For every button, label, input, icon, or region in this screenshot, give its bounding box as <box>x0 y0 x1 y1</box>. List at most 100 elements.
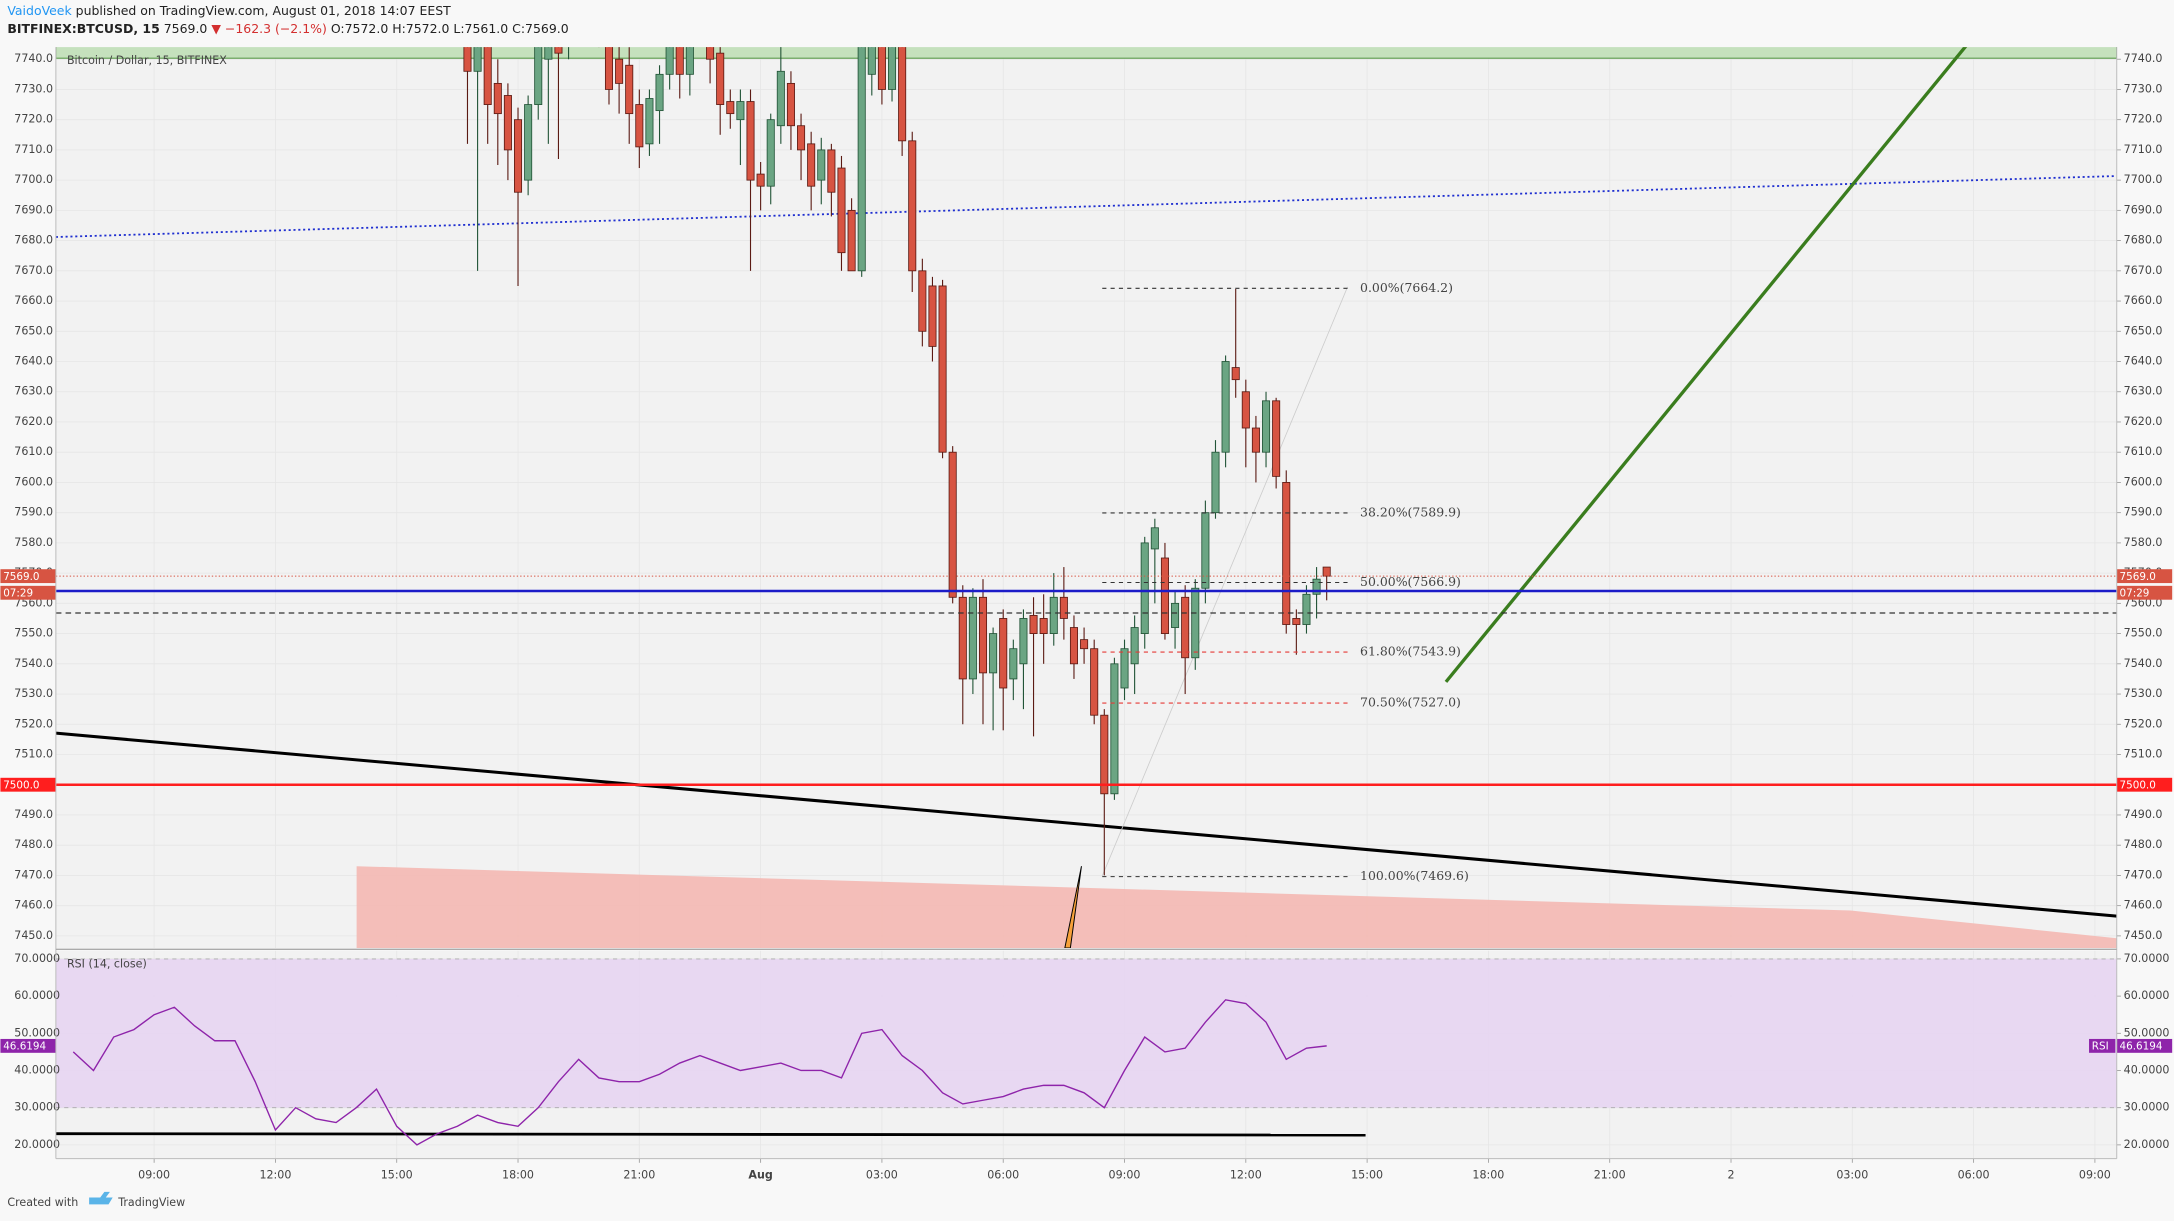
countdown-badge-left-bg <box>0 585 56 600</box>
candle-body <box>716 52 725 105</box>
y-tick-label: 7660.0 <box>2124 294 2163 307</box>
candle-body <box>1312 578 1321 595</box>
last-price-badge: 7569.0 <box>2120 571 2156 583</box>
y-tick-label-left: 70.0000 <box>14 952 60 965</box>
candle-body <box>493 82 502 115</box>
price-pane-title: Bitcoin / Dollar, 15, BITFINEX <box>67 54 227 67</box>
candle-body <box>1110 663 1119 795</box>
y-tick-label-left: 7490.0 <box>14 808 53 821</box>
footer-brand[interactable]: TradingView <box>117 1196 185 1209</box>
candle-body <box>1080 639 1089 650</box>
x-tick-label: 2 <box>1727 1168 1734 1181</box>
footer-created: Created with <box>7 1196 78 1209</box>
drawings <box>55 47 2117 948</box>
y-tick-label-left: 20.0000 <box>14 1138 60 1151</box>
y-tick-label: 7480.0 <box>2124 838 2163 851</box>
candle-body <box>1130 627 1139 665</box>
candle-body <box>746 101 755 181</box>
candle-body <box>817 149 826 181</box>
candle-body <box>1221 361 1230 453</box>
y-tick-label-left: 7610.0 <box>14 445 53 458</box>
candle-body <box>503 95 512 151</box>
y-tick-label: 7510.0 <box>2124 748 2163 761</box>
fib-label: 38.20%(7589.9) <box>1360 504 1461 519</box>
rsi-band <box>55 958 2117 1108</box>
y-tick-label-left: 40.0000 <box>14 1063 60 1076</box>
candle-body <box>877 47 886 90</box>
last-price: 7569.0 <box>164 21 208 36</box>
rsi-value-badge-left: 46.6194 <box>3 1041 46 1053</box>
candle-body <box>675 47 684 75</box>
candle-body <box>1039 618 1048 634</box>
author[interactable]: VaidoVeek <box>7 3 72 18</box>
fib-diagonal <box>1101 286 1348 877</box>
fib-label: 70.50%(7527.0) <box>1360 695 1461 710</box>
y-tick-label-left: 7480.0 <box>14 838 53 851</box>
y-tick-label: 30.0000 <box>2124 1101 2170 1114</box>
x-tick-label: 21:00 <box>623 1168 655 1181</box>
resistance-zone <box>55 47 2117 59</box>
y-tick-label-left: 7540.0 <box>14 657 53 670</box>
y-tick-label-left: 30.0000 <box>14 1101 60 1114</box>
x-tick-label: 18:00 <box>502 1168 534 1181</box>
rsi-line <box>72 999 1327 1146</box>
x-tick-label: 21:00 <box>1594 1168 1626 1181</box>
rsi-trendline <box>55 1132 1366 1137</box>
x-tick-label: 18:00 <box>1472 1168 1504 1181</box>
candle-body <box>615 58 624 84</box>
candle-body <box>726 101 735 115</box>
candle-body <box>1251 427 1260 453</box>
x-tick-label: 03:00 <box>1836 1168 1868 1181</box>
y-tick-label: 40.0000 <box>2124 1063 2170 1076</box>
candle-body <box>473 47 482 72</box>
rsi-name-badge-bg <box>2089 1038 2116 1053</box>
y-tick-label-left: 7620.0 <box>14 415 53 428</box>
x-tick-label: 09:00 <box>1109 1168 1141 1181</box>
price-series <box>55 47 2117 878</box>
candle-body <box>665 47 674 75</box>
y-tick-label: 7630.0 <box>2124 385 2163 398</box>
x-tick-label: 15:00 <box>1351 1168 1383 1181</box>
y-tick-label: 7680.0 <box>2124 234 2163 247</box>
y-tick-label: 7700.0 <box>2124 173 2163 186</box>
y-tick-label: 7620.0 <box>2124 415 2163 428</box>
last-price-badge-bg <box>2116 569 2173 584</box>
candle-body <box>958 596 967 680</box>
rsi-value-badge-left-bg <box>0 1038 56 1053</box>
candle-body <box>1282 482 1291 625</box>
candle-body <box>948 451 957 598</box>
candle-body <box>1140 542 1149 634</box>
candle-body <box>544 47 553 60</box>
countdown-badge-left: 07:29 <box>3 587 33 599</box>
candle-body <box>776 70 785 127</box>
candle-body <box>888 47 897 90</box>
price-pane <box>55 47 2117 948</box>
y-tick-label: 7470.0 <box>2124 868 2163 881</box>
y-tick-label: 7720.0 <box>2124 113 2163 126</box>
candle-body <box>786 82 795 127</box>
y-tick-label-left: 7550.0 <box>14 627 53 640</box>
y-tick-label-left: 7710.0 <box>14 143 53 156</box>
rsi-name-badge: RSI <box>2092 1041 2109 1053</box>
candle-body <box>1150 527 1159 550</box>
y-tick-label-left: 7640.0 <box>14 355 53 368</box>
candle-body <box>1160 557 1169 634</box>
dotted-trendline <box>55 175 2117 238</box>
y-tick-label: 7650.0 <box>2124 324 2163 337</box>
candle-body <box>1090 648 1099 716</box>
candle-body <box>968 596 977 680</box>
x-tick-label: 12:00 <box>1230 1168 1262 1181</box>
candle-body <box>1211 451 1220 514</box>
y-tick-label: 7490.0 <box>2124 808 2163 821</box>
candle-body <box>898 47 907 142</box>
countdown-badge-bg <box>2116 585 2173 600</box>
y-tick-label-left: 7660.0 <box>14 294 53 307</box>
y-tick-label-left: 7680.0 <box>14 234 53 247</box>
y-tick-label: 7520.0 <box>2124 717 2163 730</box>
x-tick-label: 15:00 <box>381 1168 413 1181</box>
symbol: BITFINEX:BTCUSD, 15 <box>7 21 159 36</box>
y-tick-label-left: 7670.0 <box>14 264 53 277</box>
candle-body <box>463 47 472 72</box>
candle-body <box>655 73 664 112</box>
candle-body <box>1059 596 1068 619</box>
